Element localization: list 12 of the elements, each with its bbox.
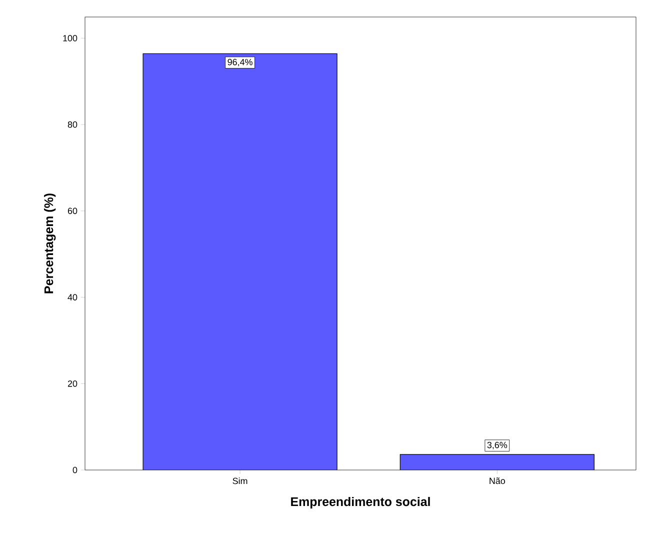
- data-label: 96,4%: [228, 58, 252, 66]
- y-tick-label: 80: [68, 121, 78, 128]
- x-axis-title: Empreendimento social: [291, 496, 430, 509]
- y-tick-label: 60: [68, 208, 78, 214]
- y-axis-title: Percentagem (%): [44, 194, 56, 294]
- data-label: 3,6%: [487, 442, 508, 450]
- x-tick-label: Sim: [232, 478, 248, 484]
- y-tick-label: 100: [63, 34, 78, 42]
- y-tick-label: 20: [68, 380, 78, 387]
- x-tick-label: Não: [490, 478, 506, 484]
- y-tick-label: 40: [68, 294, 78, 300]
- y-tick-label: 0: [72, 466, 78, 474]
